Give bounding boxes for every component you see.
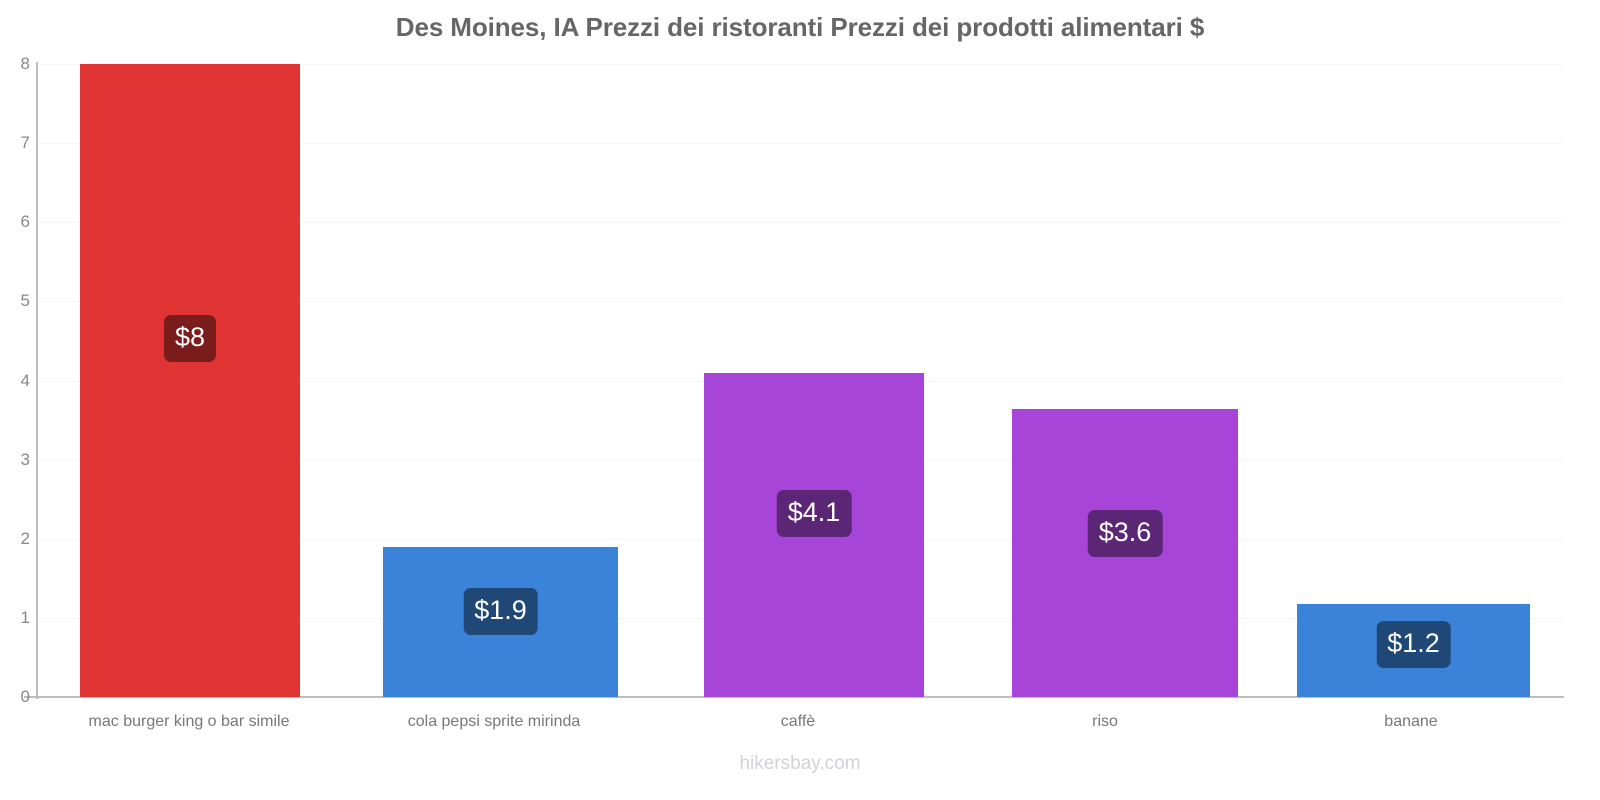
- x-category-label: cola pepsi sprite mirinda: [407, 713, 581, 730]
- x-category-label: riso: [1092, 713, 1118, 730]
- bar-value-label: $1.2: [1376, 620, 1451, 668]
- bar[interactable]: [383, 546, 618, 697]
- watermark-label: hikersbay.com: [739, 753, 861, 774]
- x-axis-line: [24, 696, 1564, 698]
- y-tick-label: 3: [20, 449, 30, 469]
- gridline: [37, 301, 1564, 303]
- y-tick-label: 1: [20, 607, 30, 627]
- x-category-label: caffè: [780, 713, 816, 730]
- y-tick-label: 6: [20, 212, 30, 232]
- gridline: [37, 143, 1564, 145]
- bar[interactable]: [1297, 604, 1530, 697]
- y-tick-label: 4: [20, 370, 30, 390]
- y-tick-label: 2: [20, 528, 30, 548]
- y-axis-line: [36, 62, 38, 699]
- y-tick-label: 8: [20, 54, 30, 73]
- bar-value-label: $4.1: [776, 489, 852, 537]
- gridline: [37, 222, 1564, 224]
- y-tick-label: 0: [20, 687, 30, 706]
- x-category-label: banane: [1384, 713, 1438, 730]
- y-tick-label: 5: [20, 291, 30, 311]
- bar[interactable]: [1012, 409, 1238, 697]
- bar-value-label: $1.9: [463, 588, 538, 636]
- bar-value-label: $3.6: [1087, 510, 1163, 558]
- bar[interactable]: [80, 64, 300, 697]
- bar-value-label: $8: [163, 315, 217, 363]
- chart-title: Des Moines, IA Prezzi dei ristoranti Pre…: [395, 12, 1205, 42]
- x-category-label: mac burger king o bar simile: [88, 713, 290, 730]
- y-tick-label: 7: [20, 133, 30, 153]
- gridline: [37, 64, 1564, 65]
- bar[interactable]: [704, 372, 924, 697]
